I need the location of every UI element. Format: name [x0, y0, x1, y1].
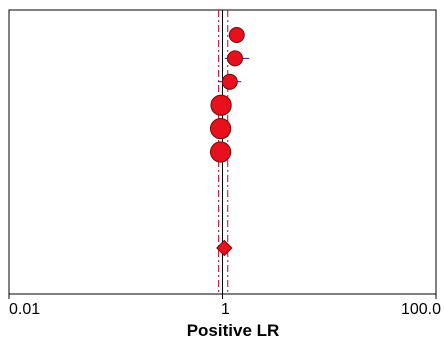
study-point-4: [210, 94, 232, 116]
study-point-2: [227, 50, 244, 67]
x-tick-label-2: 100.0: [401, 301, 441, 318]
x-axis-ticks: 0.01 1 100.0: [8, 294, 441, 318]
marker-layer: [209, 27, 245, 257]
study-point-5: [209, 117, 232, 140]
study-point-3: [221, 73, 238, 90]
x-axis-title: Positive LR: [187, 321, 280, 340]
study-point-6: [209, 141, 232, 163]
study-point-1: [228, 27, 245, 43]
x-tick-label-0: 0.01: [9, 301, 40, 318]
x-tick-label-1: 1: [221, 301, 230, 318]
pooled-diamond: [216, 239, 233, 257]
